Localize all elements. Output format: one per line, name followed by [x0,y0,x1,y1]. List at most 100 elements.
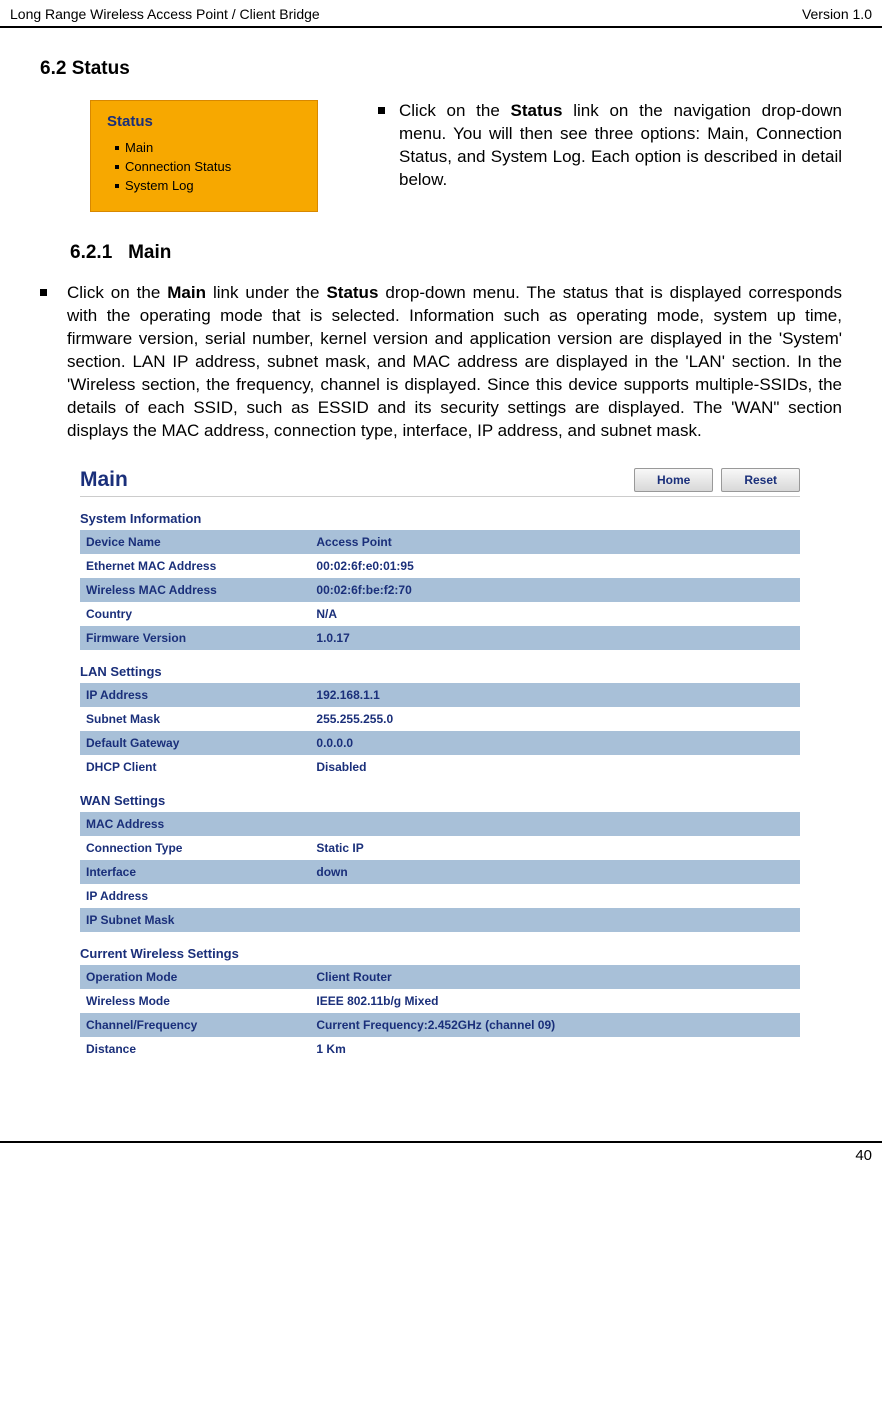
table-row: Channel/FrequencyCurrent Frequency:2.452… [80,1013,800,1037]
table-cell-key: Interface [80,860,310,884]
table-cell-value: IEEE 802.11b/g Mixed [310,989,800,1013]
table-cell-value: Access Point [310,530,800,554]
table-row: Wireless ModeIEEE 802.11b/g Mixed [80,989,800,1013]
main-desc-p3: drop-down menu. The status that is displ… [67,283,842,440]
reset-button[interactable]: Reset [721,468,800,492]
table-row: MAC Address [80,812,800,836]
table-section-label: Current Wireless Settings [80,946,800,961]
table-cell-key: Ethernet MAC Address [80,554,310,578]
header-right: Version 1.0 [802,6,872,22]
table-row: Subnet Mask255.255.255.0 [80,707,800,731]
main-desc-p2: link under the [206,283,326,302]
subsection-title: Main [128,242,171,263]
status-menu-label: Main [125,140,153,155]
table-cell-key: Channel/Frequency [80,1013,310,1037]
table-cell-key: Wireless Mode [80,989,310,1013]
section-number: 6.2 [40,58,66,79]
tables-container: System Information Device NameAccess Poin… [80,511,800,1061]
table-cell-value [310,812,800,836]
table-cell-key: MAC Address [80,812,310,836]
table-row: Wireless MAC Address00:02:6f:be:f2:70 [80,578,800,602]
main-desc-b2: Status [326,283,378,302]
page-number: 40 [855,1147,872,1164]
table-row: Device NameAccess Point [80,530,800,554]
main-desc-p1: Click on the [67,283,167,302]
header-left: Long Range Wireless Access Point / Clien… [10,6,320,22]
table-cell-value: 255.255.255.0 [310,707,800,731]
table-cell-value [310,908,800,932]
status-menu-label: System Log [125,178,194,193]
status-row: Status Main Connection Status System Log… [40,100,842,212]
main-desc-b1: Main [167,283,206,302]
table-cell-key: Default Gateway [80,731,310,755]
main-desc-text: Click on the Main link under the Status … [67,282,842,443]
table-cell-key: Wireless MAC Address [80,578,310,602]
table-cell-value: Disabled [310,755,800,779]
status-menu-item-syslog[interactable]: System Log [107,176,301,195]
table-row: Ethernet MAC Address00:02:6f:e0:01:95 [80,554,800,578]
table-row: Distance1 Km [80,1037,800,1061]
table-row: IP Address [80,884,800,908]
data-table: Device NameAccess PointEthernet MAC Addr… [80,530,800,650]
table-cell-key: Firmware Version [80,626,310,650]
main-description: Click on the Main link under the Status … [40,282,842,443]
table-row: Interfacedown [80,860,800,884]
status-menu-item-connection[interactable]: Connection Status [107,157,301,176]
table-section-label: System Information [80,511,800,526]
table-cell-value: 1.0.17 [310,626,800,650]
screenshot-header: Main Home Reset [80,468,800,492]
status-description: Click on the Status link on the navigati… [378,100,842,212]
bullet-icon [115,165,119,169]
table-cell-key: Connection Type [80,836,310,860]
status-menu-title: Status [107,113,301,130]
table-section-label: LAN Settings [80,664,800,679]
bullet-icon [115,146,119,150]
table-cell-key: Subnet Mask [80,707,310,731]
square-bullet-icon [40,289,47,296]
table-row: CountryN/A [80,602,800,626]
table-cell-key: Device Name [80,530,310,554]
status-desc-bold: Status [511,101,563,120]
table-row: Operation ModeClient Router [80,965,800,989]
home-button[interactable]: Home [634,468,713,492]
subsection-number: 6.2.1 [70,242,112,263]
table-row: DHCP ClientDisabled [80,755,800,779]
bullet-icon [115,184,119,188]
table-cell-value [310,884,800,908]
table-row: Default Gateway0.0.0.0 [80,731,800,755]
table-cell-value: 1 Km [310,1037,800,1061]
page-header: Long Range Wireless Access Point / Clien… [0,0,882,28]
table-cell-value: 0.0.0.0 [310,731,800,755]
content-area: 6.2 Status Status Main Connection Status… [0,58,882,1061]
table-cell-value: 192.168.1.1 [310,683,800,707]
status-menu: Status Main Connection Status System Log [90,100,318,212]
data-table: IP Address192.168.1.1Subnet Mask255.255.… [80,683,800,779]
table-cell-value: N/A [310,602,800,626]
table-cell-key: IP Subnet Mask [80,908,310,932]
table-row: IP Subnet Mask [80,908,800,932]
table-cell-key: Operation Mode [80,965,310,989]
data-table: Operation ModeClient RouterWireless Mode… [80,965,800,1061]
table-cell-key: Distance [80,1037,310,1061]
table-cell-value: down [310,860,800,884]
table-cell-value: Static IP [310,836,800,860]
button-group: Home Reset [634,468,800,492]
table-cell-value: 00:02:6f:e0:01:95 [310,554,800,578]
table-cell-value: Current Frequency:2.452GHz (channel 09) [310,1013,800,1037]
status-menu-label: Connection Status [125,159,231,174]
data-table: MAC AddressConnection TypeStatic IPInter… [80,812,800,932]
screenshot-title: Main [80,468,128,492]
table-cell-value: Client Router [310,965,800,989]
section-heading: 6.2 Status [40,58,842,80]
square-bullet-icon [378,107,385,114]
table-cell-key: IP Address [80,683,310,707]
status-desc-prefix: Click on the [399,101,511,120]
section-title: Status [72,58,130,79]
table-cell-key: DHCP Client [80,755,310,779]
table-cell-value: 00:02:6f:be:f2:70 [310,578,800,602]
table-row: IP Address192.168.1.1 [80,683,800,707]
divider [80,496,800,497]
table-cell-key: IP Address [80,884,310,908]
status-menu-item-main[interactable]: Main [107,138,301,157]
screenshot-panel: Main Home Reset System Information Device… [40,468,800,1061]
